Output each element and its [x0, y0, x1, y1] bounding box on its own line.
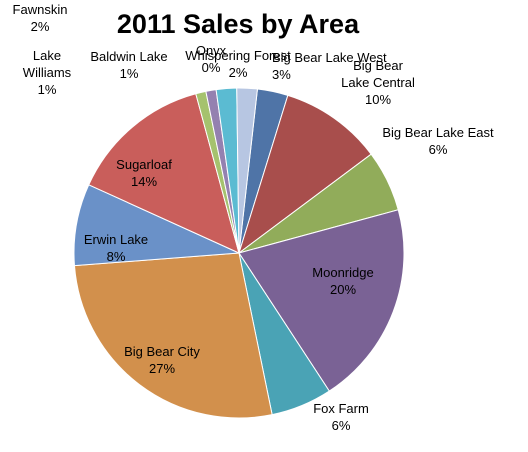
pie-slice-big-bear-lake-central [238, 94, 372, 255]
slice-label-big-bear-lake-central: Big Bear Lake Central 10% [341, 58, 415, 107]
slice-label-onyx: Onyx 0% [196, 43, 227, 75]
slice-label-baldwin-lake: Baldwin Lake 1% [90, 49, 167, 81]
slice-labels: Big Bear Lake West 3%Big Bear Lake Central… [13, 2, 494, 433]
pie-slices [73, 87, 405, 419]
slice-label-lake-williams: Lake Williams 1% [23, 48, 72, 97]
pie-slice-moonridge [238, 209, 405, 392]
slice-label-big-bear-lake-west: Big Bear Lake West 3% [272, 50, 387, 82]
pie-slice-whispering-forest [236, 87, 258, 254]
slice-label-sugarloaf: Sugarloaf 14% [116, 157, 172, 189]
slice-label-big-bear-city: Big Bear City 27% [124, 344, 200, 376]
slice-label-whispering-forest: Whispering Forest 2% [185, 48, 291, 80]
slice-label-big-bear-lake-east: Big Bear Lake East 6% [382, 125, 494, 157]
slice-label-fawnskin: Fawnskin 2% [13, 2, 68, 34]
chart-title: 2011 Sales by Area [117, 9, 360, 39]
pie-slice-big-bear-city [73, 252, 273, 419]
slice-label-moonridge: Moonridge 20% [312, 265, 373, 297]
slice-label-fox-farm: Fox Farm 6% [313, 401, 369, 433]
pie-slice-sugarloaf [88, 93, 240, 254]
slice-label-erwin-lake: Erwin Lake 8% [84, 232, 148, 264]
